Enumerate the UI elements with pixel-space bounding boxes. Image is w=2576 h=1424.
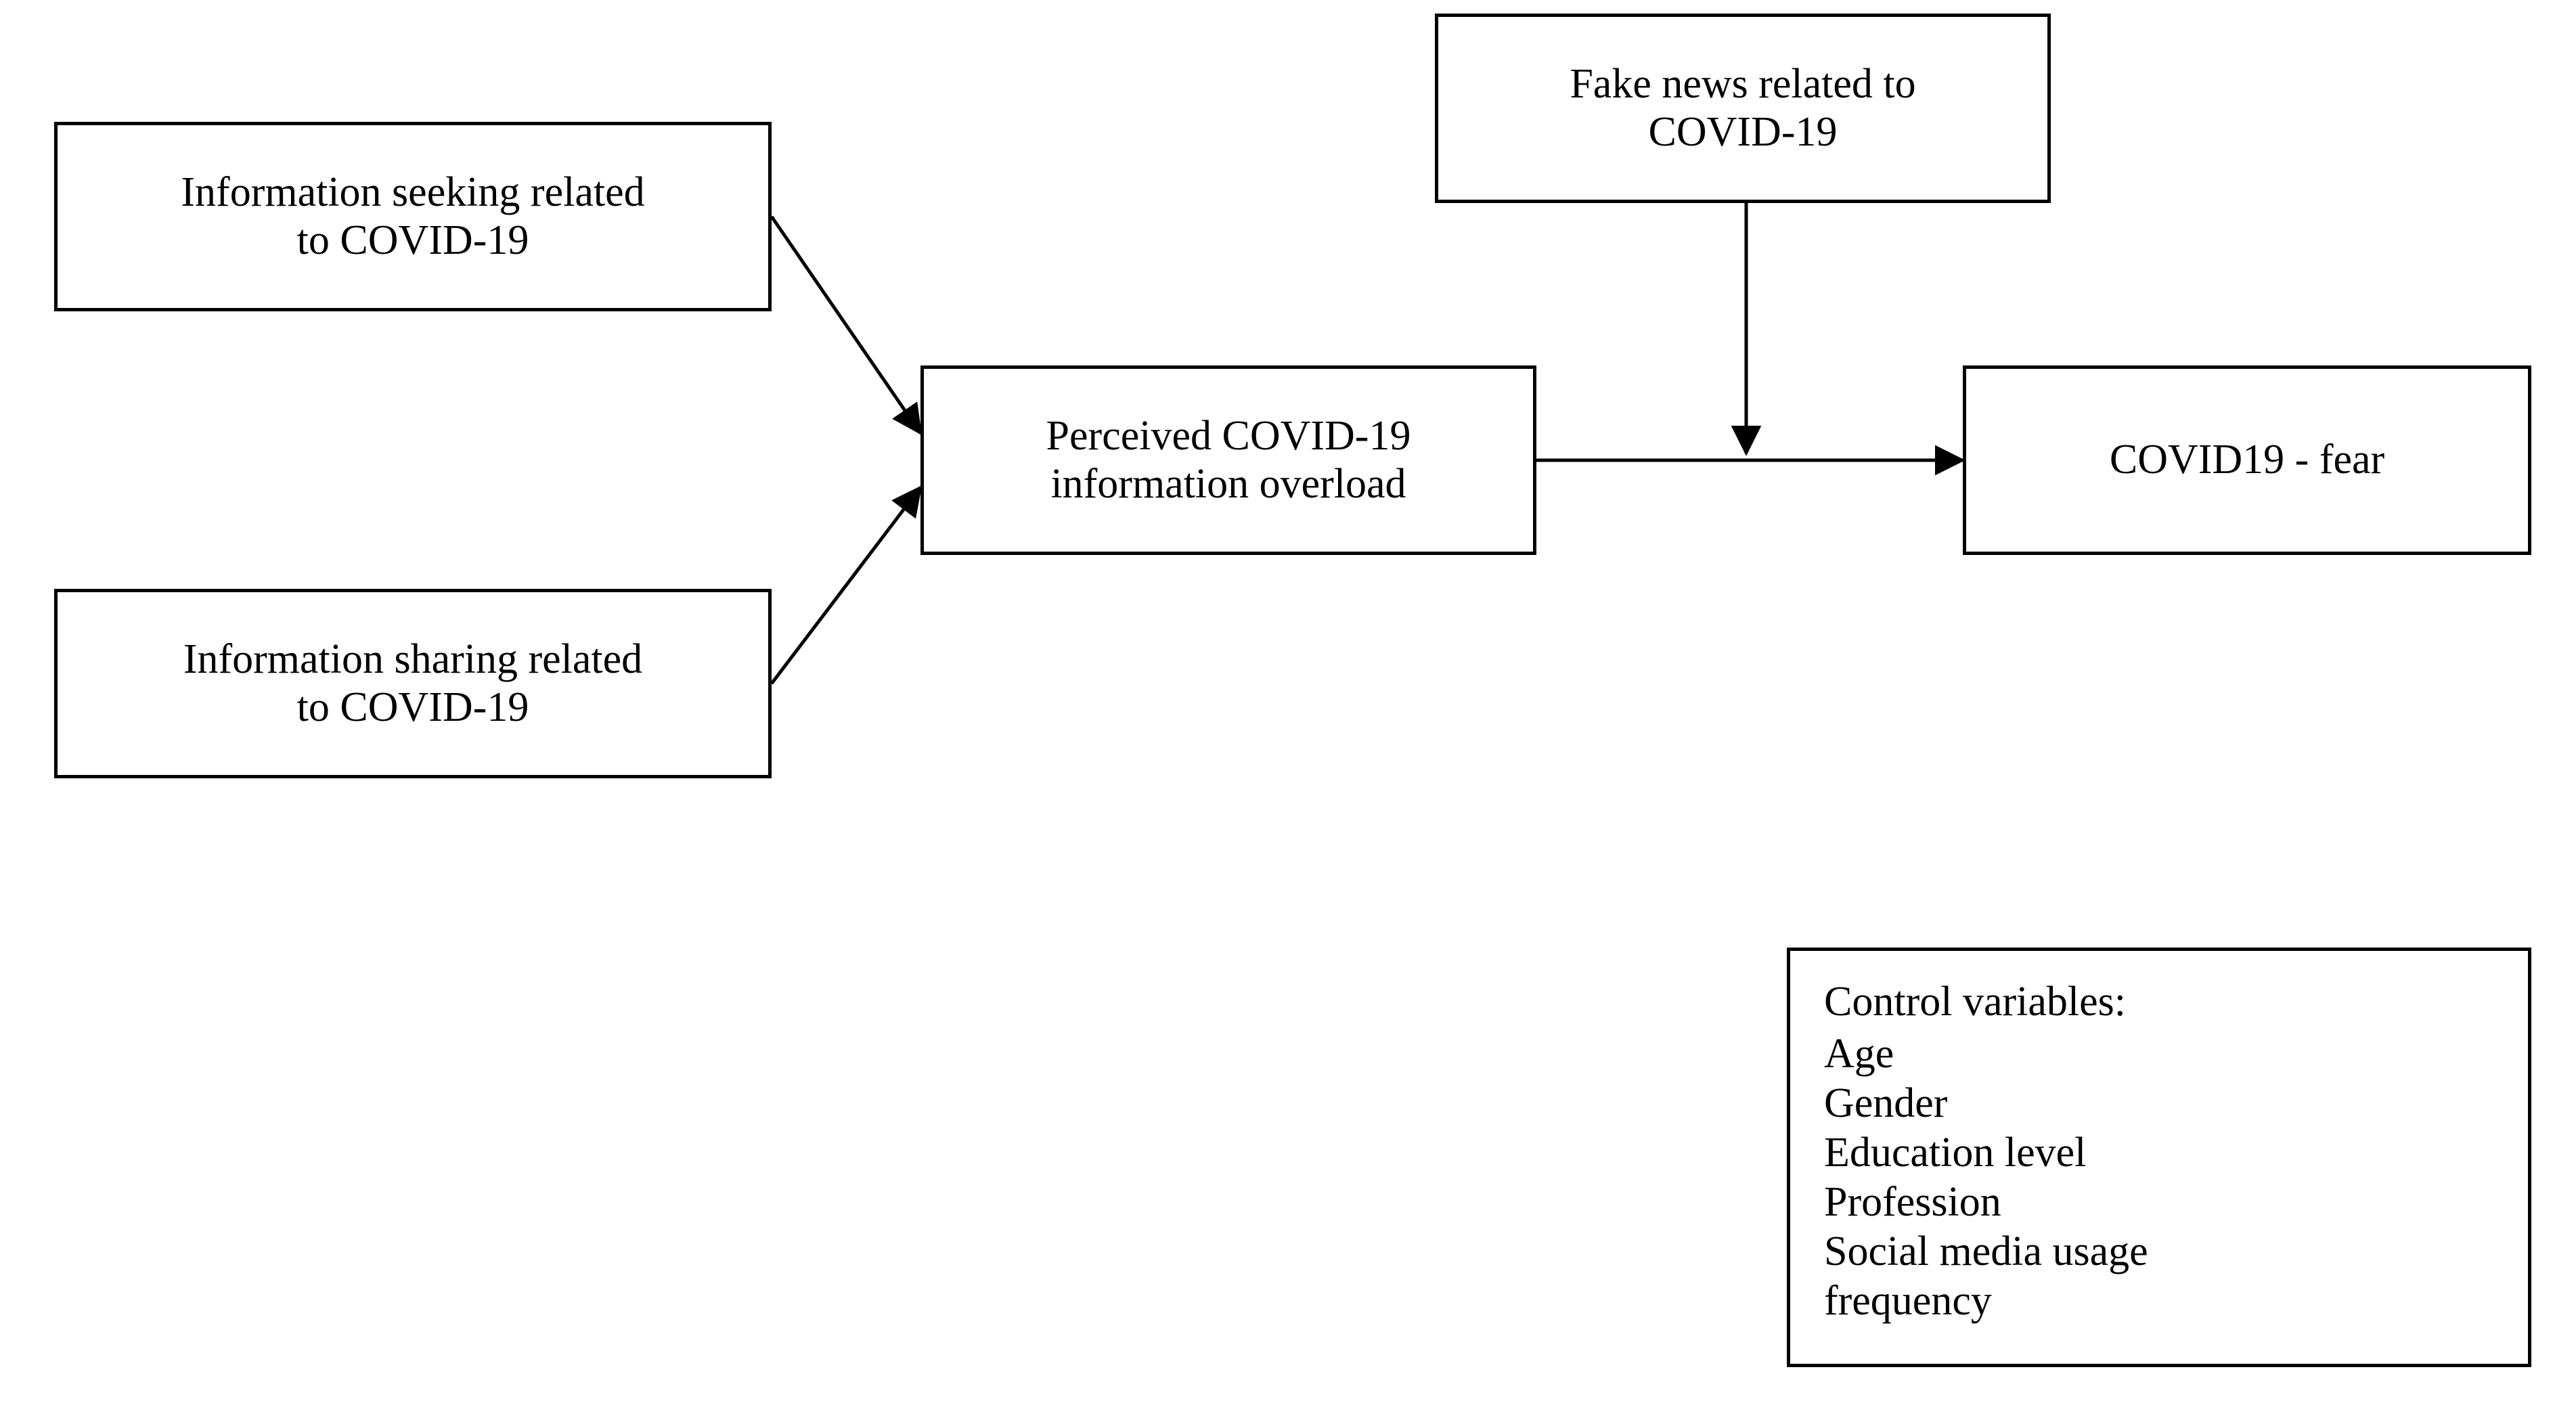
node-fake-news-label: Fake news related to COVID-19 [1551,48,1934,169]
node-info-sharing-label: Information sharing related to COVID-19 [164,623,661,744]
cv-item-profession: Profession [1824,1178,2494,1226]
cv-item-frequency: frequency [1824,1277,2494,1325]
node-overload-label: Perceived COVID-19 information overload [1027,400,1430,521]
node-info-seeking-label: Information seeking related to COVID-19 [162,156,663,277]
node-fear: COVID19 - fear [1963,365,2531,555]
node-info-seeking: Information seeking related to COVID-19 [54,122,772,311]
node-fear-label: COVID19 - fear [2091,424,2403,496]
cv-item-age: Age [1824,1030,2494,1078]
cv-item-smusage: Social media usage [1824,1228,2494,1276]
diagram-canvas: Information seeking related to COVID-19 … [0,0,2576,1424]
control-variables-title: Control variables: [1824,978,2494,1026]
edge-sharing-overload [772,487,920,684]
cv-item-gender: Gender [1824,1080,2494,1128]
node-fake-news: Fake news related to COVID-19 [1435,14,2051,203]
control-variables-box: Control variables: Age Gender Education … [1787,948,2531,1367]
node-overload: Perceived COVID-19 information overload [920,365,1536,555]
cv-item-education: Education level [1824,1129,2494,1177]
edge-seeking-overload [772,217,920,433]
node-info-sharing: Information sharing related to COVID-19 [54,589,772,778]
